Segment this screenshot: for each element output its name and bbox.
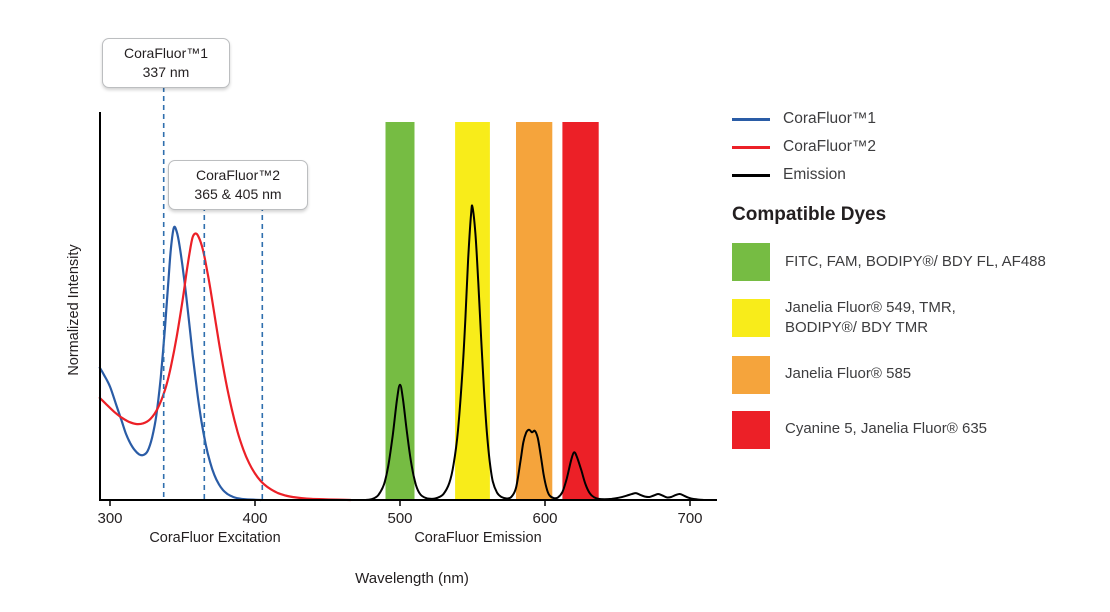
callout-corafluor1-337nm: CoraFluor™1 337 nm [102, 38, 230, 88]
dye-swatch-yellow [732, 299, 770, 338]
callout-title: CoraFluor™1 [123, 45, 209, 61]
legend-label: CoraFluor™2 [783, 138, 877, 155]
x-section-label-excitation: CoraFluor Excitation [149, 530, 281, 546]
legend-panel: CoraFluor™1 CoraFluor™2 Emission Compati… [732, 110, 1104, 466]
filter-band-green [385, 122, 415, 500]
y-axis-label: Normalized Intensity [66, 244, 82, 376]
x-tick-label-500: 500 [387, 510, 412, 527]
callout-title: CoraFluor™2 [195, 167, 281, 183]
legend-line-swatch-red [732, 145, 770, 149]
x-axis-label: Wavelength (nm) [355, 570, 469, 587]
curve-corafluor2_excitation [98, 232, 352, 502]
curve-corafluor1_excitation [98, 225, 262, 502]
dye-item-green: FITC, FAM, BODIPY®/ BDY FL, AF488 [732, 243, 1104, 281]
legend-label: Emission [783, 166, 846, 183]
legend-item-corafluor1: CoraFluor™1 [732, 110, 1104, 128]
legend-item-emission: Emission [732, 166, 1104, 184]
curve-emission [364, 204, 706, 501]
dye-label: Cyanine 5, Janelia Fluor® 635 [785, 420, 988, 438]
axes [99, 112, 717, 501]
x-tick-label-400: 400 [242, 510, 267, 527]
filter-band-yellow [455, 122, 490, 500]
x-tick-label-700: 700 [677, 510, 702, 527]
dye-label: Janelia Fluor® 585 [785, 365, 912, 383]
spectra-chart: 300 400 500 600 700 [97, 60, 717, 527]
dye-swatch-red [732, 410, 770, 449]
callout-value: 337 nm [142, 63, 190, 80]
dye-label: FITC, FAM, BODIPY®/ BDY FL, AF488 [785, 252, 1046, 270]
legend-label: CoraFluor™1 [783, 110, 877, 127]
dye-swatch-orange [732, 355, 770, 394]
x-tick-label-600: 600 [532, 510, 557, 527]
legend-line-swatch-blue [732, 117, 770, 121]
x-tick-label-300: 300 [97, 510, 122, 527]
x-section-label-emission: CoraFluor Emission [414, 530, 542, 546]
legend-line-swatch-black [732, 173, 770, 177]
legend-item-corafluor2: CoraFluor™2 [732, 138, 1104, 156]
callout-corafluor2-365-405nm: CoraFluor™2 365 & 405 nm [168, 160, 308, 210]
filter-band-orange [516, 122, 553, 500]
dye-swatch-green [732, 243, 770, 281]
dye-label: Janelia Fluor® 549, TMR, BODIPY®/ BDY TM… [785, 299, 956, 337]
dye-item-orange: Janelia Fluor® 585 [732, 355, 1104, 394]
filter-band-red [562, 122, 599, 500]
dye-item-red: Cyanine 5, Janelia Fluor® 635 [732, 410, 1104, 449]
callout-value: 365 & 405 nm [194, 185, 282, 202]
compatible-dyes-title: Compatible Dyes [732, 204, 887, 225]
dye-item-yellow: Janelia Fluor® 549, TMR, BODIPY®/ BDY TM… [732, 298, 1104, 339]
